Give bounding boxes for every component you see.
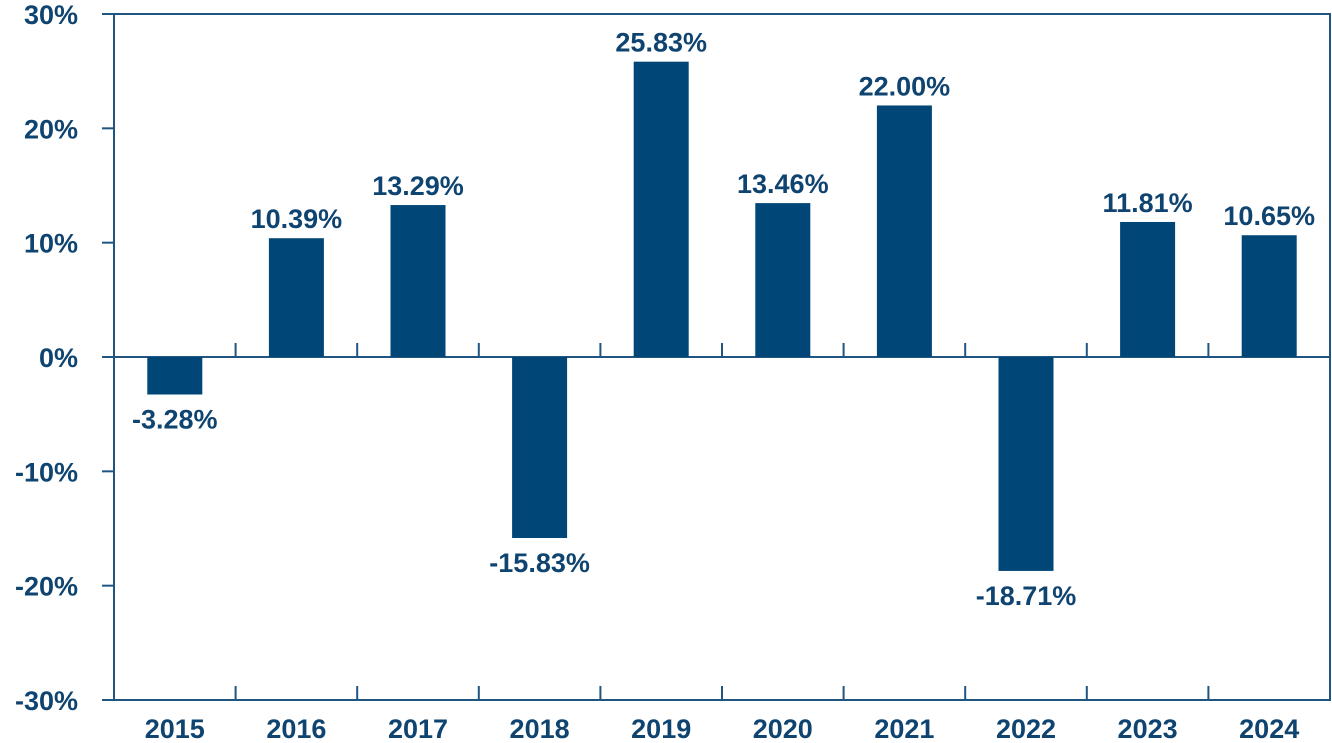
x-axis-ticks <box>234 343 1210 700</box>
x-axis: 2015 2016 2017 2018 2019 2020 2021 2022 2023 2024 <box>145 714 1299 743</box>
bar <box>147 357 203 395</box>
bar <box>1241 235 1297 357</box>
y-axis: 30% 20% 10% 0% -10% -20% -30% <box>15 0 114 716</box>
bar <box>1120 221 1176 357</box>
data-labels: -3.28% 10.39% 13.29% -15.83% 25.83% 13.46% 22.… <box>132 28 1315 611</box>
data-label: -18.71% <box>976 581 1077 611</box>
y-tick-label: 0% <box>39 343 78 373</box>
y-tick-label: 30% <box>24 0 78 30</box>
x-tick-label: 2021 <box>874 714 934 743</box>
y-tick-label: -20% <box>15 572 78 602</box>
bar <box>998 357 1054 571</box>
data-label: 25.83% <box>615 28 707 58</box>
data-label: 22.00% <box>859 71 951 101</box>
bars <box>147 61 1297 571</box>
data-label: 11.81% <box>1103 188 1193 218</box>
x-tick-label: 2024 <box>1239 714 1299 743</box>
y-tick-label: 10% <box>24 229 78 259</box>
y-tick-label: -10% <box>15 457 78 487</box>
y-tick-label: 20% <box>24 114 78 144</box>
bar <box>633 61 689 357</box>
x-tick-label: 2016 <box>266 714 326 743</box>
x-tick-label: 2022 <box>996 714 1056 743</box>
data-label: 10.65% <box>1223 201 1315 231</box>
data-label: -15.83% <box>489 548 590 578</box>
data-label: 10.39% <box>251 204 343 234</box>
x-tick-label: 2020 <box>753 714 813 743</box>
data-label: 13.29% <box>372 171 464 201</box>
data-label: -3.28% <box>132 405 218 435</box>
data-label: 13.46% <box>737 169 829 199</box>
x-tick-label: 2017 <box>388 714 448 743</box>
x-tick-label: 2019 <box>631 714 691 743</box>
x-tick-label: 2023 <box>1118 714 1178 743</box>
x-tick-label: 2015 <box>145 714 205 743</box>
x-tick-label: 2018 <box>510 714 570 743</box>
bar <box>268 238 324 357</box>
bar <box>390 205 446 357</box>
bar <box>755 203 811 357</box>
bar <box>876 105 932 357</box>
y-tick-label: -30% <box>15 686 78 716</box>
bar <box>512 357 568 538</box>
